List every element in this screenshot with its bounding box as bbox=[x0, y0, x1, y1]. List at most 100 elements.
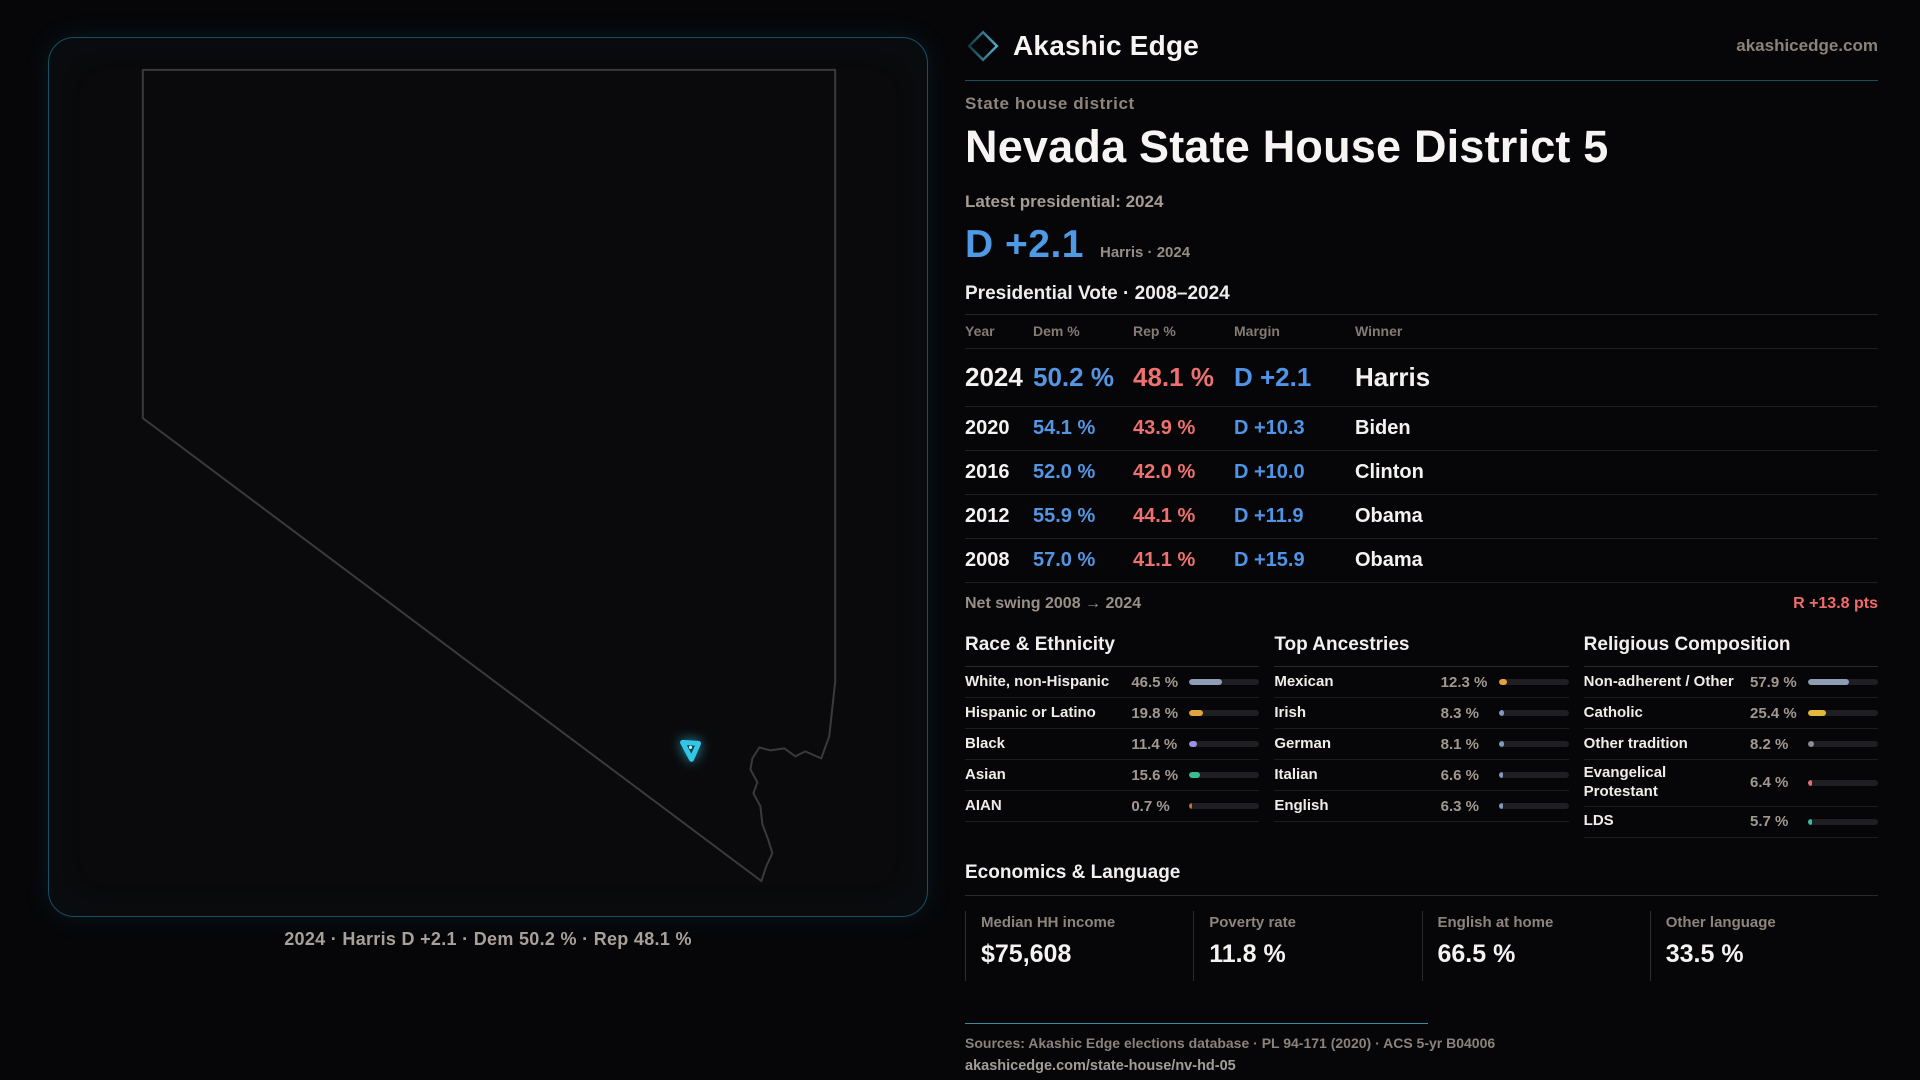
bar-fill bbox=[1498, 741, 1505, 747]
bar-fill bbox=[1808, 679, 1849, 685]
demo-row: White, non-Hispanic 46.5 % bbox=[965, 667, 1260, 698]
stat-english-at-home: English at home 66.5 % bbox=[1421, 910, 1650, 981]
stat-label: Median HH income bbox=[981, 913, 1116, 931]
brand-name: Akashic Edge bbox=[1013, 30, 1200, 61]
permalink-link[interactable]: akashicedge.com/state-house/nv-hd-05 bbox=[965, 1057, 1236, 1074]
demo-value: 0.7 % bbox=[1131, 797, 1170, 815]
section-title: Religious Composition bbox=[1583, 626, 1878, 667]
rep-cell: 44.1 % bbox=[1133, 494, 1234, 539]
demo-row: Italian 6.6 % bbox=[1274, 760, 1569, 791]
demo-value: 46.5 % bbox=[1131, 673, 1179, 691]
presidential-results-table: Year Dem % Rep % Margin Winner 2024 50.2… bbox=[965, 314, 1878, 582]
bar-fill bbox=[1498, 772, 1504, 778]
margin-value: D +2.1 bbox=[965, 223, 1084, 266]
winner-cell: Obama bbox=[1355, 494, 1878, 539]
winner-cell: Clinton bbox=[1355, 450, 1878, 495]
year-cell: 2008 bbox=[965, 538, 1033, 582]
demo-label: German bbox=[1274, 734, 1332, 752]
demo-label: Irish bbox=[1274, 703, 1307, 721]
nevada-map bbox=[141, 68, 837, 883]
district-marker-dot-icon bbox=[688, 745, 693, 749]
bar-fill bbox=[1189, 710, 1204, 716]
nevada-outline bbox=[141, 68, 837, 883]
demo-value: 25.4 % bbox=[1750, 704, 1797, 722]
stat-value: $75,608 bbox=[981, 939, 1072, 968]
bar-track bbox=[1189, 741, 1260, 747]
bar-track bbox=[1189, 710, 1260, 716]
report-panel: Akashic Edge akashicedge.com State house… bbox=[965, 0, 1878, 1074]
demo-row: Other tradition 8.2 % bbox=[1583, 729, 1878, 760]
demo-value: 8.3 % bbox=[1440, 704, 1480, 722]
demo-row: Evangelical Protestant 6.4 % bbox=[1583, 760, 1878, 807]
demographics-grid: Race & Ethnicity White, non-Hispanic 46.… bbox=[965, 626, 1878, 838]
net-swing-label: Net swing 2008 → 2024 bbox=[965, 595, 1142, 612]
demo-value: 57.9 % bbox=[1750, 673, 1797, 691]
demo-value: 15.6 % bbox=[1131, 766, 1179, 784]
economics-title: Economics & Language bbox=[965, 862, 1878, 896]
footer-accent-line bbox=[965, 1022, 1428, 1024]
col-rep: Rep % bbox=[1133, 314, 1234, 349]
demo-value: 8.1 % bbox=[1440, 735, 1480, 753]
demo-row: LDS 5.7 % bbox=[1583, 807, 1878, 838]
demo-label: Evangelical Protestant bbox=[1583, 764, 1667, 800]
net-swing-row: Net swing 2008 → 2024 R +13.8 pts bbox=[965, 582, 1878, 613]
year-cell: 2020 bbox=[965, 406, 1033, 451]
headline-margin: D +2.1 Harris · 2024 bbox=[965, 223, 1878, 267]
margin-cell: D +10.3 bbox=[1234, 406, 1355, 451]
economics-stats-row: Median HH income $75,608 Poverty rate 11… bbox=[965, 910, 1878, 981]
stat-poverty-rate: Poverty rate 11.8 % bbox=[1193, 910, 1421, 981]
demo-row: Mexican 12.3 % bbox=[1274, 667, 1569, 698]
margin-cell: D +2.1 bbox=[1234, 348, 1355, 407]
demo-value: 12.3 % bbox=[1440, 673, 1488, 691]
bar-track bbox=[1808, 679, 1878, 685]
section-race-ethnicity: Race & Ethnicity White, non-Hispanic 46.… bbox=[965, 626, 1260, 822]
bar-track bbox=[1189, 803, 1260, 809]
bar-track bbox=[1498, 772, 1569, 778]
map-caption: 2024 · Harris D +2.1 · Dem 50.2 % · Rep … bbox=[284, 929, 692, 949]
page-title: Nevada State House District 5 bbox=[965, 121, 1609, 172]
bar-track bbox=[1498, 679, 1569, 685]
bar-track bbox=[1808, 779, 1878, 786]
demo-label: Black bbox=[965, 734, 1006, 752]
bar-fill bbox=[1189, 772, 1201, 778]
bar-track bbox=[1189, 772, 1260, 778]
bar-fill bbox=[1808, 741, 1814, 747]
district-marker-icon[interactable] bbox=[680, 739, 702, 762]
demo-label: White, non-Hispanic bbox=[965, 672, 1110, 690]
bar-fill bbox=[1498, 803, 1504, 809]
margin-note: Harris · 2024 bbox=[1100, 244, 1191, 261]
stat-median-hh-income: Median HH income $75,608 bbox=[965, 910, 1193, 981]
demo-value: 6.6 % bbox=[1440, 766, 1480, 784]
table-row: 2012 55.9 % 44.1 % D +11.9 Obama bbox=[965, 494, 1878, 539]
bar-fill bbox=[1189, 679, 1222, 685]
demo-row: Non-adherent / Other 57.9 % bbox=[1583, 667, 1878, 698]
brand-domain-link[interactable]: akashicedge.com bbox=[1736, 36, 1878, 55]
demo-label: Non-adherent / Other bbox=[1583, 672, 1734, 690]
bar-fill bbox=[1808, 818, 1812, 825]
stat-other-language: Other language 33.5 % bbox=[1649, 910, 1878, 981]
brand-header: Akashic Edge akashicedge.com bbox=[965, 24, 1878, 68]
year-cell: 2024 bbox=[965, 348, 1033, 407]
winner-cell: Obama bbox=[1355, 538, 1878, 582]
results-table-title: Presidential Vote · 2008–2024 bbox=[965, 283, 1230, 304]
table-header-row: Year Dem % Rep % Margin Winner bbox=[965, 314, 1878, 349]
demo-value: 19.8 % bbox=[1131, 704, 1179, 722]
margin-cell: D +15.9 bbox=[1234, 538, 1355, 582]
demo-row: Catholic 25.4 % bbox=[1583, 698, 1878, 729]
dem-cell: 50.2 % bbox=[1033, 348, 1133, 407]
demo-value: 8.2 % bbox=[1750, 735, 1789, 753]
winner-cell: Biden bbox=[1355, 406, 1878, 451]
stat-value: 11.8 % bbox=[1209, 939, 1286, 968]
demo-label: Catholic bbox=[1583, 703, 1643, 721]
bar-fill bbox=[1189, 803, 1192, 809]
col-winner: Winner bbox=[1355, 314, 1878, 349]
state-map-panel bbox=[48, 37, 928, 917]
latest-presidential-label: Latest presidential: 2024 bbox=[965, 192, 1164, 211]
col-year: Year bbox=[965, 314, 1033, 349]
rep-cell: 42.0 % bbox=[1133, 450, 1234, 495]
demo-label: Italian bbox=[1274, 765, 1318, 783]
bar-fill bbox=[1498, 679, 1508, 685]
dem-cell: 57.0 % bbox=[1033, 538, 1133, 582]
stat-value: 33.5 % bbox=[1665, 939, 1744, 968]
rep-cell: 48.1 % bbox=[1133, 348, 1234, 407]
